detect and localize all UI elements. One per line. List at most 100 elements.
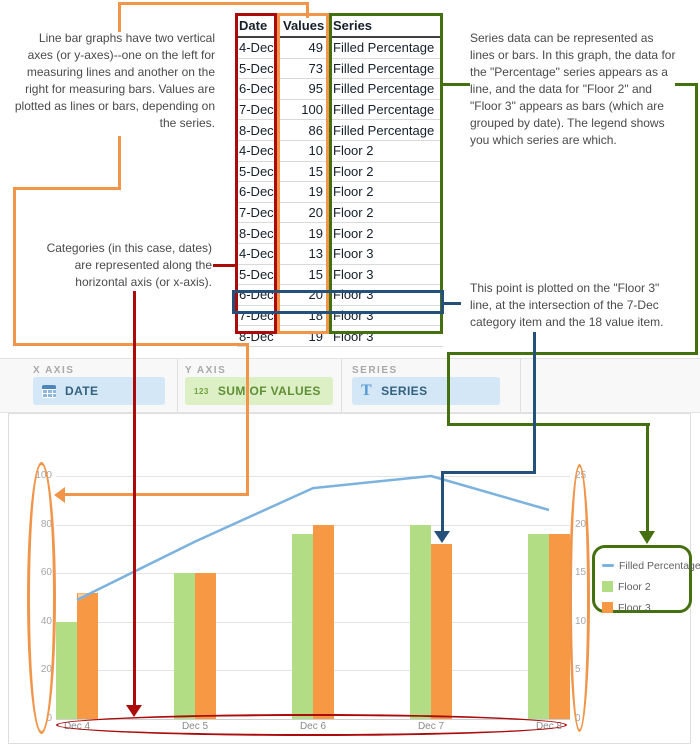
bar-floor-3-dec-7 — [431, 544, 452, 719]
table-cell: 4-Dec — [239, 40, 274, 56]
table-cell: 15 — [308, 266, 323, 282]
bar-floor-3-dec-5 — [195, 573, 216, 719]
bar-floor-3-dec-6 — [313, 524, 334, 719]
connector-segment-blue — [444, 302, 461, 305]
table-cell: 86 — [308, 122, 323, 138]
table-cell: Filled Percentage — [333, 60, 435, 76]
table-cell: 4-Dec — [239, 246, 274, 262]
table-row: 4-Dec 10 Floor 2 — [237, 141, 443, 162]
table-row: 7-Dec 20 Floor 2 — [237, 203, 443, 224]
table-cell: 19 — [308, 225, 323, 241]
panel-separator — [177, 359, 178, 412]
panel-section-label: SERIES — [352, 365, 398, 376]
connector-segment-green — [443, 83, 470, 86]
table-cell: 15 — [308, 163, 323, 179]
field-pill-date[interactable]: DATE — [33, 377, 165, 405]
date-column-highlight — [235, 13, 277, 334]
table-row: 5-Dec 15 Floor 2 — [237, 162, 443, 183]
field-panel: X AXIS DATE Y AXIS 123 SUM OF VALUES SERIES T S… — [0, 358, 700, 413]
table-cell: Floor 3 — [333, 266, 374, 282]
connector-segment-orange — [246, 343, 249, 496]
table-row: 6-Dec 95 Filled Percentage — [237, 79, 443, 100]
table-row: 8-Dec 86 Filled Percentage — [237, 120, 443, 141]
table-row: 7-Dec 100 Filled Percentage — [237, 100, 443, 121]
table-cell: 6-Dec — [239, 81, 274, 97]
green-arrow-down-icon — [639, 531, 655, 544]
legend-square-swatch-icon — [602, 581, 613, 592]
panel-section-label: Y AXIS — [185, 365, 227, 376]
left-axis-highlight-ellipse — [27, 462, 56, 734]
data-table: Date Values Series 4-Dec 49 Filled Percentag… — [237, 15, 443, 347]
table-header: Date Values Series — [237, 15, 443, 38]
table-row: 5-Dec 15 Floor 3 — [237, 265, 443, 286]
connector-segment-orange — [118, 2, 121, 32]
table-cell: Filled Percentage — [333, 81, 435, 97]
highlighted-row-outline — [232, 289, 444, 314]
table-row: 4-Dec 49 Filled Percentage — [237, 38, 443, 59]
legend-square-swatch-icon — [602, 602, 613, 613]
number-123-icon: 123 — [194, 386, 209, 396]
table-cell: Filled Percentage — [333, 122, 435, 138]
right-axis-highlight-ellipse — [569, 464, 590, 732]
chart-legend: Filled Percentage Floor 2 Floor 3 — [592, 545, 700, 614]
table-cell: Floor 2 — [333, 143, 374, 159]
connector-segment-green — [447, 352, 450, 426]
field-pill-sum-of-values[interactable]: 123 SUM OF VALUES — [185, 377, 333, 405]
table-cell: 8-Dec — [239, 122, 274, 138]
table-cell: 5-Dec — [239, 163, 274, 179]
table-cell: Floor 3 — [333, 246, 374, 262]
values-column-highlight — [277, 13, 329, 334]
field-pill-label: SUM OF VALUES — [217, 384, 321, 398]
orange-arrow-left-icon — [54, 487, 65, 503]
table-cell: 6-Dec — [239, 184, 274, 200]
calendar-icon — [42, 384, 56, 398]
connector-segment-green — [646, 423, 649, 533]
series-column-highlight — [329, 13, 443, 334]
connector-segment-orange — [118, 2, 309, 5]
bar-floor-2-dec-4 — [56, 621, 77, 719]
connector-segment-orange — [13, 343, 249, 346]
table-row: 5-Dec 73 Filled Percentage — [237, 59, 443, 80]
table-header-cell: Series — [333, 18, 373, 33]
table-header-cell: Values — [283, 18, 325, 33]
table-cell: 5-Dec — [239, 266, 274, 282]
connector-segment-green — [695, 83, 698, 355]
table-cell: 19 — [308, 184, 323, 200]
table-cell: Floor 2 — [333, 163, 374, 179]
blue-arrow-down-icon — [434, 531, 450, 543]
table-header-row: Date Values Series — [237, 15, 443, 38]
legend-line-swatch-icon — [602, 564, 614, 567]
connector-segment-red — [133, 291, 136, 707]
note-categories: Categories (in this case, dates) are rep… — [46, 241, 212, 289]
connector-segment-blue — [533, 332, 536, 474]
note-series-representation: Series data can be represented as lines … — [470, 31, 676, 147]
table-row: 4-Dec 13 Floor 3 — [237, 244, 443, 265]
panel-section-label: X AXIS — [33, 365, 75, 376]
note-vertical-axes: Line bar graphs have two vertical axes (… — [14, 31, 215, 130]
connector-segment-orange — [64, 493, 249, 496]
connector-segment-green — [447, 352, 698, 355]
connector-segment-red — [213, 264, 237, 267]
table-cell: Filled Percentage — [333, 40, 435, 56]
legend-label: Floor 3 — [618, 601, 651, 614]
connector-segment-orange — [306, 2, 309, 18]
bar-floor-2-dec-6 — [292, 534, 313, 719]
table-cell: 8-Dec — [239, 225, 274, 241]
connector-segment-green — [447, 423, 650, 426]
left-axis-tick-label: 0 — [46, 713, 52, 724]
table-row: 8-Dec 19 Floor 2 — [237, 223, 443, 244]
legend-label: Floor 2 — [618, 580, 651, 593]
table-header-cell: Date — [239, 18, 268, 33]
text-T-icon: T — [361, 382, 373, 399]
field-pill-series[interactable]: T SERIES — [352, 377, 500, 405]
note-plotted-point: This point is plotted on the "Floor 3" l… — [470, 281, 664, 329]
table-cell: 7-Dec — [239, 205, 274, 221]
connector-segment-blue — [441, 471, 444, 533]
bar-floor-3-dec-8 — [549, 534, 570, 719]
field-pill-label: SERIES — [381, 384, 428, 398]
table-cell: 5-Dec — [239, 60, 274, 76]
table-cell: Filled Percentage — [333, 102, 435, 118]
table-row: 6-Dec 19 Floor 2 — [237, 182, 443, 203]
legend-item-filled-percentage: Filled Percentage — [602, 555, 700, 576]
bar-floor-3-dec-4 — [77, 592, 98, 719]
